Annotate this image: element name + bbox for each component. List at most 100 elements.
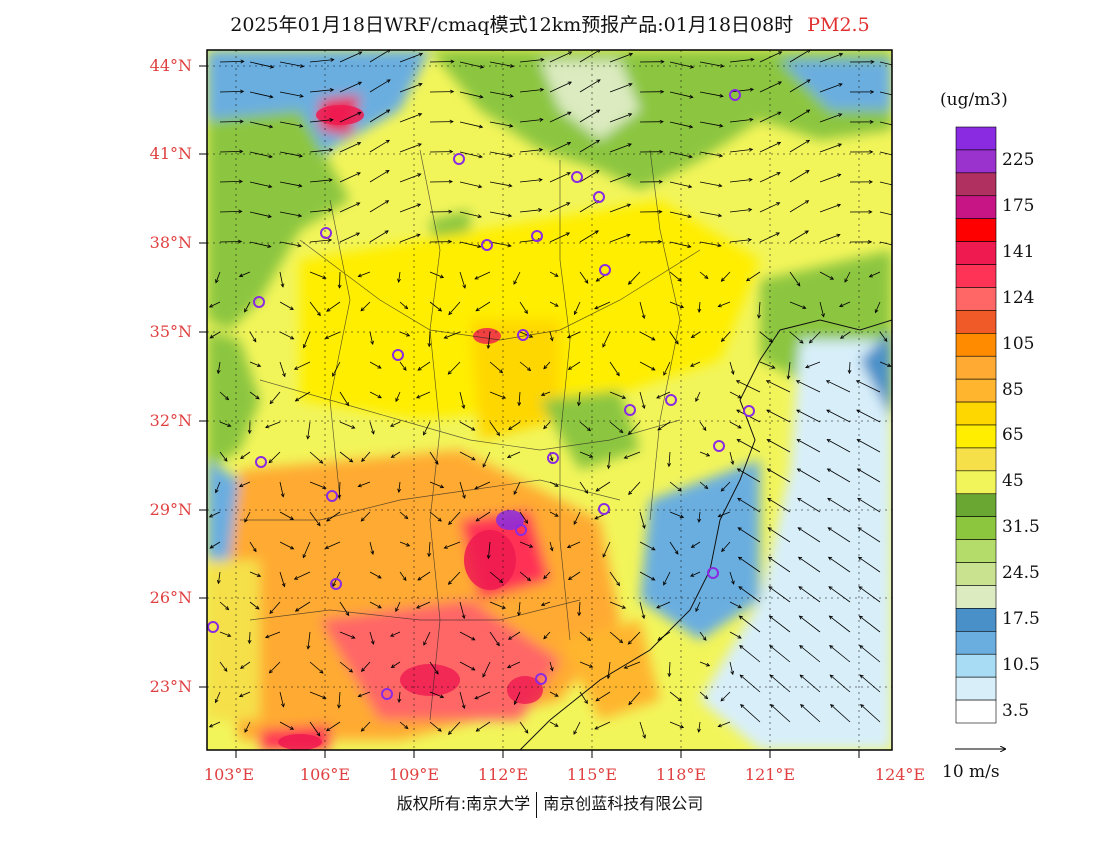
wind-arrow (309, 661, 324, 674)
wind-arrowhead (549, 547, 554, 552)
wind-arrowhead (209, 334, 214, 339)
wind-arrowhead (573, 310, 578, 316)
wind-arrow (624, 661, 641, 669)
wind-arrowhead (806, 109, 811, 114)
wind-arrowhead (797, 527, 802, 532)
map-title: 2025年01月18日WRF/cmaq模式12km预报产品:01月18日08时 P… (0, 10, 1100, 37)
wind-arrowhead (887, 363, 892, 367)
wind-arrowhead (337, 284, 342, 289)
wind-arrow (879, 181, 892, 186)
wind-arrowhead (659, 119, 664, 124)
wind-arrowhead (595, 170, 600, 174)
wind-arrowhead (554, 483, 559, 487)
wind-arrow (474, 271, 491, 280)
wind-arrowhead (302, 344, 307, 349)
wind-arrow (729, 391, 742, 399)
wind-arrow (361, 511, 371, 522)
colorbar-swatch (955, 218, 997, 242)
wind-arrowhead (540, 57, 545, 62)
wind-arrowhead (474, 275, 479, 280)
wind-arrowhead (867, 239, 873, 244)
wind-arrowhead (720, 337, 725, 342)
wind-arrow (339, 271, 341, 288)
wind-arrow (279, 691, 284, 707)
wind-arrowhead (517, 612, 521, 617)
wind-arrowhead (690, 334, 696, 338)
wind-arrowhead (208, 303, 214, 308)
wind-arrow (699, 661, 710, 667)
wind-arrowhead (687, 184, 693, 189)
wind-arrow (800, 704, 821, 723)
wind-arrow (519, 331, 533, 338)
wind-arrowhead (883, 337, 888, 343)
wind-arrowhead (796, 282, 801, 287)
wind-arrow (399, 83, 423, 93)
wind-arrowhead (543, 365, 548, 370)
wind-arrow (699, 61, 724, 67)
wind-arrowhead (626, 203, 632, 208)
wind-arrowhead (252, 548, 257, 553)
wind-arrowhead (642, 524, 646, 529)
wind-arrowhead (508, 153, 513, 158)
wind-arrowhead (594, 230, 599, 235)
wind-arrowhead (626, 233, 631, 238)
wind-arrowhead (656, 394, 661, 399)
wind-arrowhead (449, 149, 454, 154)
wind-arrow (303, 331, 311, 348)
wind-arrow (609, 361, 620, 376)
wind-arrow (739, 645, 761, 663)
wind-arrowhead (509, 93, 514, 98)
wind-arrowhead (747, 238, 752, 242)
wind-arrow (249, 61, 274, 68)
wind-arrow (519, 721, 529, 734)
wind-arrowhead (356, 202, 361, 206)
wind-arrow (249, 391, 260, 400)
wind-arrow (549, 271, 559, 277)
wind-arrow (669, 211, 692, 218)
lon-label-124e: 124°E (874, 765, 926, 784)
wind-arrowhead (528, 544, 534, 548)
wind-arrowhead (302, 554, 307, 559)
wind-arrowhead (554, 273, 559, 277)
wind-vectors (208, 50, 892, 739)
wind-arrow (797, 527, 821, 543)
wind-arrow (448, 511, 461, 525)
wind-arrowhead (326, 307, 331, 312)
wind-arrowhead (474, 485, 479, 490)
wind-arrow (609, 234, 631, 243)
wind-arrow (240, 661, 251, 669)
wind-arrow (429, 61, 454, 63)
wind-arrow (578, 391, 581, 406)
wind-arrow (514, 691, 521, 705)
wind-arrow (699, 271, 709, 279)
wind-arrowhead (397, 698, 402, 703)
wind-arrowhead (499, 369, 504, 374)
wind-arrowhead (627, 113, 633, 117)
wind-arrowhead (255, 395, 260, 400)
wind-arrow (819, 174, 841, 183)
wind-arrow (429, 721, 442, 732)
wind-arrowhead (659, 149, 664, 154)
wind-arrow (869, 271, 881, 278)
wind-arrow (602, 541, 611, 558)
wind-arrowhead (689, 363, 695, 367)
wind-arrow (858, 586, 881, 603)
colorbar-label: 24.5 (1002, 563, 1040, 583)
wind-arrow (279, 211, 302, 217)
map-field (207, 50, 892, 750)
wind-arrow (769, 615, 791, 633)
wind-arrowhead (737, 394, 742, 399)
wind-arrowhead (508, 426, 513, 430)
wind-arrow (856, 380, 881, 393)
wind-arrowhead (506, 454, 512, 459)
wind-arrowhead (227, 423, 232, 427)
wind-arrow (736, 380, 761, 393)
wind-arrow (656, 601, 671, 609)
wind-arrow (339, 51, 362, 63)
wind-arrowhead (798, 586, 803, 590)
wind-arrowhead (870, 59, 875, 64)
wind-arrow (309, 511, 321, 526)
wind-arrowhead (328, 178, 333, 183)
wind-arrowhead (385, 170, 390, 174)
wind-arrowhead (418, 82, 423, 87)
